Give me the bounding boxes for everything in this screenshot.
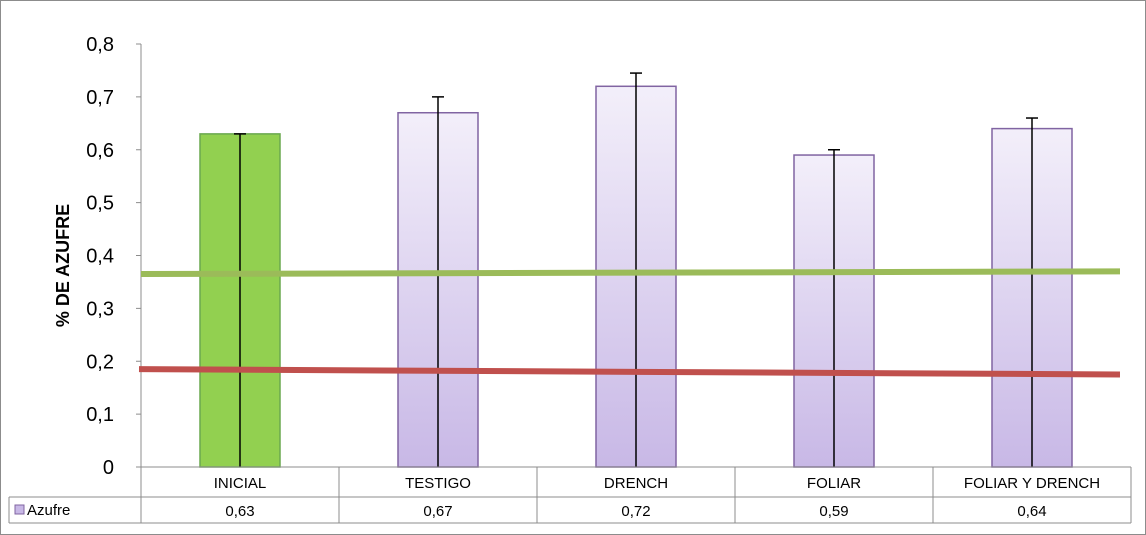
data-table: INICIAL 0,63 TESTIGO 0,67 DRENCH 0,72 FOLIAR 0,… xyxy=(8,466,1132,524)
y-axis-label: % DE AZUFRE xyxy=(53,204,73,327)
error-bars xyxy=(234,72,1038,467)
reference-line xyxy=(140,268,1121,278)
x-tick-label: INICIAL xyxy=(214,475,267,492)
y-tick-label: 0 xyxy=(103,457,114,479)
y-tick-label: 0,6 xyxy=(86,140,114,162)
x-tick-label: DRENCH xyxy=(604,475,668,492)
data-label: 0,64 xyxy=(1017,503,1046,520)
legend-label: Azufre xyxy=(27,502,70,519)
data-label: 0,59 xyxy=(819,503,848,520)
y-tick-label: 0,4 xyxy=(86,246,114,268)
y-tick-label: 0,8 xyxy=(86,34,114,56)
x-tick-label: FOLIAR xyxy=(807,475,861,492)
reference-lines xyxy=(138,268,1121,378)
y-tick-label: 0,3 xyxy=(86,298,114,320)
x-tick-label: FOLIAR Y DRENCH xyxy=(964,475,1100,492)
y-axis: 0 0,1 0,2 0,3 0,4 0,5 0,6 0,7 0,8 xyxy=(86,34,142,479)
data-label: 0,72 xyxy=(621,503,650,520)
y-tick-label: 0,1 xyxy=(86,404,114,426)
y-tick-label: 0,2 xyxy=(86,351,114,373)
x-tick-label: TESTIGO xyxy=(405,475,471,492)
y-tick-label: 0,5 xyxy=(86,193,114,215)
data-label: 0,67 xyxy=(423,503,452,520)
legend-swatch xyxy=(14,504,25,515)
y-tick-label: 0,7 xyxy=(86,87,114,109)
reference-line xyxy=(138,366,1121,378)
data-label: 0,63 xyxy=(225,503,254,520)
